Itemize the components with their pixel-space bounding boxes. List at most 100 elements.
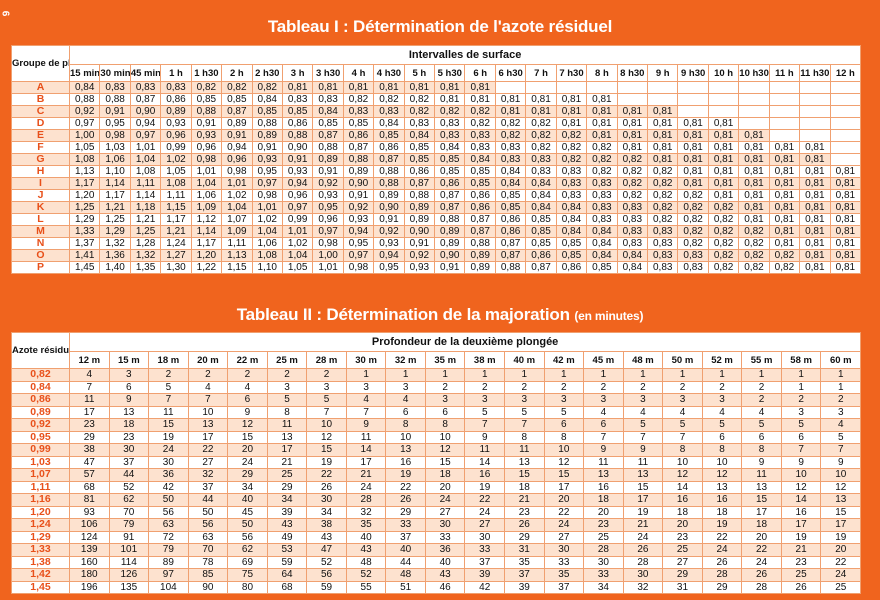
- table-cell: 0,93: [190, 129, 223, 142]
- table-cell: 28: [583, 543, 624, 557]
- table-cell: 0,88: [373, 177, 405, 190]
- table-row: N 1,37 1,32 1,28 1,24 1,17 1,11 1,06 1,02 0,98 0,9…: [11, 237, 862, 250]
- table-cell: 13: [266, 430, 308, 444]
- table-cell: 28: [622, 555, 664, 569]
- table-cell: 0,84: [251, 93, 283, 106]
- table-cell: 52: [108, 480, 150, 494]
- table-cell: 1,05: [68, 141, 101, 154]
- table-cell: 5: [780, 418, 822, 432]
- table-cell: 26: [741, 568, 782, 582]
- table-cell: 39: [504, 580, 545, 594]
- table-cell: 12: [543, 455, 585, 469]
- table-cell: 24: [148, 443, 189, 457]
- table-cell: 7: [504, 418, 545, 432]
- table-cell: 0,94: [281, 177, 314, 190]
- table-cell: 0,81: [768, 177, 801, 190]
- table-cell: 0,82: [525, 129, 557, 142]
- table-cell: 0,81: [677, 141, 709, 154]
- table-cell: 2: [464, 380, 506, 394]
- table-cell: 0,82: [616, 177, 649, 190]
- table-cell: 19: [701, 518, 743, 532]
- table-cell: 1,18: [129, 201, 162, 214]
- table-cell: 1,30: [160, 261, 192, 274]
- table-cell: 97: [148, 568, 189, 582]
- table-cell: 39: [266, 505, 308, 519]
- table-cell: 0,87: [434, 189, 466, 202]
- table-cell: 0,93: [342, 213, 375, 226]
- table-cell: 11: [148, 405, 189, 419]
- column-header: 48 m: [622, 351, 664, 369]
- table-cell: 8: [741, 443, 782, 457]
- table-cell: 43: [306, 530, 347, 544]
- table-cell: 0,83: [616, 237, 649, 250]
- table-cell: 17: [741, 505, 782, 519]
- table-cell: 1: [385, 368, 426, 382]
- table-cell: 23: [504, 505, 545, 519]
- empty-cell: [525, 81, 557, 94]
- table-cell: 0,95: [373, 261, 405, 274]
- table-cell: 0,90: [129, 105, 162, 118]
- table-cell: 23: [69, 418, 110, 432]
- table-cell: 13: [385, 443, 426, 457]
- table-cell: 12: [227, 418, 268, 432]
- table-cell: 4: [701, 405, 743, 419]
- table-cell: 0,83: [160, 81, 192, 94]
- table-cell: 0,96: [190, 141, 223, 154]
- table-cell: 0,81: [829, 189, 862, 202]
- table-cell: 0,81: [799, 237, 831, 250]
- table-cell: 0,81: [312, 81, 344, 94]
- table-cell: 70: [108, 505, 150, 519]
- table-cell: 106: [69, 518, 110, 532]
- table-cell: 0,81: [403, 81, 436, 94]
- row-label: 1,20: [11, 505, 70, 519]
- column-header: 55 m: [741, 351, 782, 369]
- table-cell: 0,87: [494, 249, 527, 262]
- table-cell: 57: [69, 468, 110, 482]
- row-label: O: [11, 249, 70, 262]
- table-cell: 104: [148, 580, 189, 594]
- table-cell: 1,17: [68, 177, 101, 190]
- table-cell: 21: [266, 455, 308, 469]
- table-cell: 30: [306, 493, 347, 507]
- row-label: M: [11, 225, 70, 238]
- table-cell: 13: [504, 455, 545, 469]
- table-cell: 18: [108, 418, 150, 432]
- empty-cell: [707, 93, 740, 106]
- column-header: 1 h30: [190, 64, 223, 82]
- table-cell: 24: [701, 543, 743, 557]
- column-header: 25 m: [266, 351, 308, 369]
- table-cell: 0,89: [160, 105, 192, 118]
- table-cell: 196: [69, 580, 110, 594]
- column-header: 4 h: [342, 64, 375, 82]
- table-cell: 2: [741, 380, 782, 394]
- column-header: 60 m: [820, 351, 862, 369]
- table-cell: 0,82: [190, 81, 223, 94]
- table-cell: 0,81: [738, 129, 770, 142]
- row-label: F: [11, 141, 70, 154]
- table-cell: 0,84: [464, 153, 496, 166]
- table-cell: 0,83: [647, 261, 679, 274]
- table-cell: 0,93: [312, 189, 344, 202]
- table-cell: 1,01: [129, 141, 162, 154]
- table-cell: 0,82: [586, 141, 618, 154]
- page-number: 6: [0, 10, 11, 17]
- table-cell: 0,86: [281, 117, 314, 130]
- table-cell: 0,86: [342, 129, 375, 142]
- table-cell: 6: [741, 430, 782, 444]
- table-cell: 1,33: [68, 225, 101, 238]
- table-cell: 9: [820, 455, 862, 469]
- table-cell: 35: [345, 518, 387, 532]
- table-cell: 1,20: [68, 189, 101, 202]
- table-cell: 56: [306, 568, 347, 582]
- table-cell: 0,81: [768, 213, 801, 226]
- table-cell: 11: [741, 468, 782, 482]
- table-cell: 11: [622, 455, 664, 469]
- table-cell: 36: [148, 468, 189, 482]
- table-cell: 0,88: [434, 213, 466, 226]
- table-cell: 37: [504, 568, 545, 582]
- table-cell: 40: [424, 555, 466, 569]
- table-cell: 17: [69, 405, 110, 419]
- table-row: 0,82 4 3 2 2 2 2 2 1 1 1 1 1 1 1 1 1 1 1 1 1: [11, 368, 862, 382]
- table-row: P 1,45 1,40 1,35 1,30 1,22 1,15 1,10 1,05 1,01 0,9…: [11, 261, 862, 274]
- row-label: N: [11, 237, 70, 250]
